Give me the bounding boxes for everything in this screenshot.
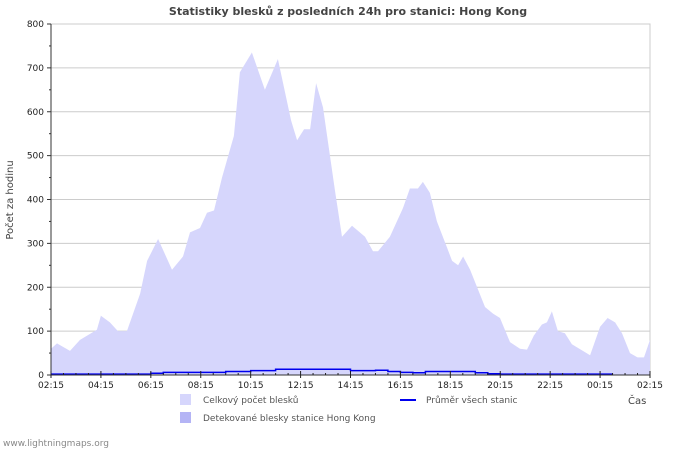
legend-swatch-station: [180, 412, 191, 423]
x-tick-label: 18:15: [437, 381, 463, 391]
x-tick-label: 02:15: [38, 381, 64, 391]
x-tick-label: 02:15: [637, 381, 663, 391]
axes: 0 100 200 300 400 500 600 700 800 02:15 04:15 06:15…: [27, 20, 663, 391]
y-tick-label: 300: [27, 239, 44, 249]
x-tick-label: 12:15: [288, 381, 314, 391]
series-average-line: [51, 368, 613, 375]
y-axis-label: Počet za hodinu: [4, 160, 16, 239]
y-tick-label: 500: [27, 152, 44, 162]
x-tick-label: 04:15: [88, 381, 114, 391]
legend-swatch-total: [180, 394, 191, 405]
legend-station: Detekované blesky stanice Hong Kong: [203, 413, 376, 424]
x-tick-label: 22:15: [537, 381, 563, 391]
y-tick-label: 0: [38, 371, 44, 381]
y-tick-label: 100: [27, 327, 44, 337]
chart-title: Statistiky blesků z posledních 24h pro s…: [169, 5, 527, 18]
footer-link[interactable]: www.lightningmaps.org: [3, 439, 109, 449]
y-tick-label: 200: [27, 283, 44, 293]
x-axis-label: Čas: [628, 394, 646, 407]
x-tick-label: 00:15: [587, 381, 613, 391]
x-tick-label: 20:15: [487, 381, 513, 391]
series-total-area: [51, 52, 650, 375]
plot-area: [50, 52, 651, 375]
y-tick-label: 600: [27, 108, 44, 118]
y-tick-label: 700: [27, 64, 44, 74]
legend-average: Průměr všech stanic: [426, 395, 518, 406]
y-tick-label: 400: [27, 196, 44, 206]
y-tick-label: 800: [27, 20, 44, 30]
x-tick-label: 10:15: [238, 381, 264, 391]
x-tick-label: 14:15: [338, 381, 364, 391]
x-tick-label: 06:15: [138, 381, 164, 391]
legend-total: Celkový počet blesků: [203, 395, 298, 406]
x-tick-label: 08:15: [188, 381, 214, 391]
x-tick-label: 16:15: [387, 381, 413, 391]
